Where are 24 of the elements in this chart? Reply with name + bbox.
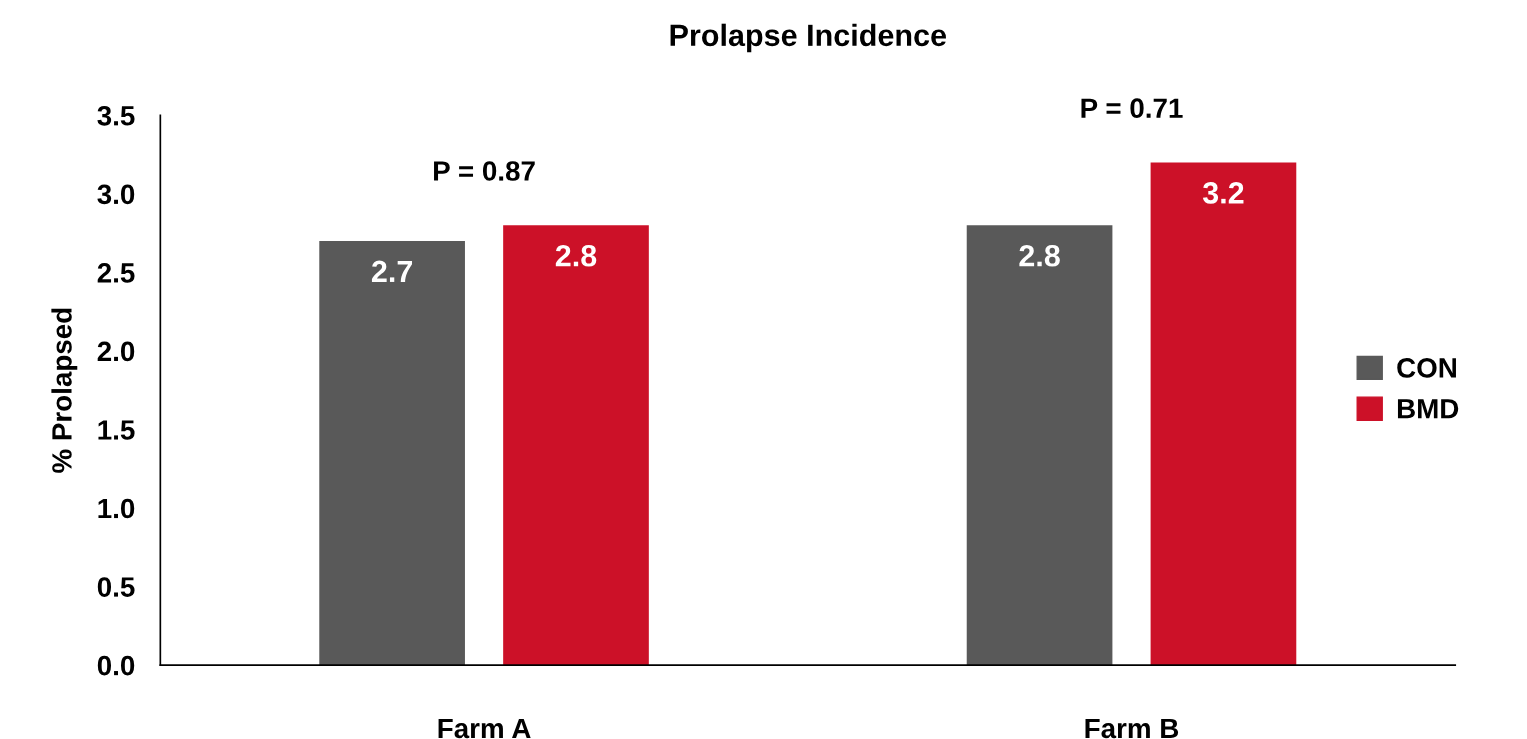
y-tick-label: 1.5	[98, 420, 135, 440]
y-tick-label: 1.0	[98, 498, 135, 519]
y-tick-label: 0.5	[97, 577, 135, 597]
y-axis-title: % Prolapsed	[51, 308, 78, 473]
annotation: P = 0.87	[434, 161, 535, 181]
annotation: P = 0.71	[1081, 98, 1183, 119]
data-label: 2.8	[555, 244, 597, 267]
data-label: 2.8	[1019, 244, 1060, 267]
y-tick-label: 2.0	[97, 341, 135, 362]
bar	[1150, 162, 1297, 666]
data-label: 2.7	[371, 260, 413, 282]
y-tick-label: 3.0	[97, 184, 135, 205]
data-label: 3.2	[1202, 182, 1244, 204]
y-tick-label: 2.5	[97, 263, 135, 283]
chart-title: Prolapse Incidence	[670, 23, 946, 53]
x-tick-label: Farm B	[1085, 718, 1179, 739]
bar	[503, 225, 649, 666]
y-tick-label: 0.0	[97, 655, 135, 676]
legend-label: BMD	[1397, 399, 1459, 419]
bar	[319, 240, 465, 666]
x-tick-label: Farm A	[438, 718, 531, 739]
legend-label: CON	[1397, 358, 1456, 378]
bar	[966, 225, 1113, 666]
y-tick-label: 3.5	[97, 105, 135, 126]
